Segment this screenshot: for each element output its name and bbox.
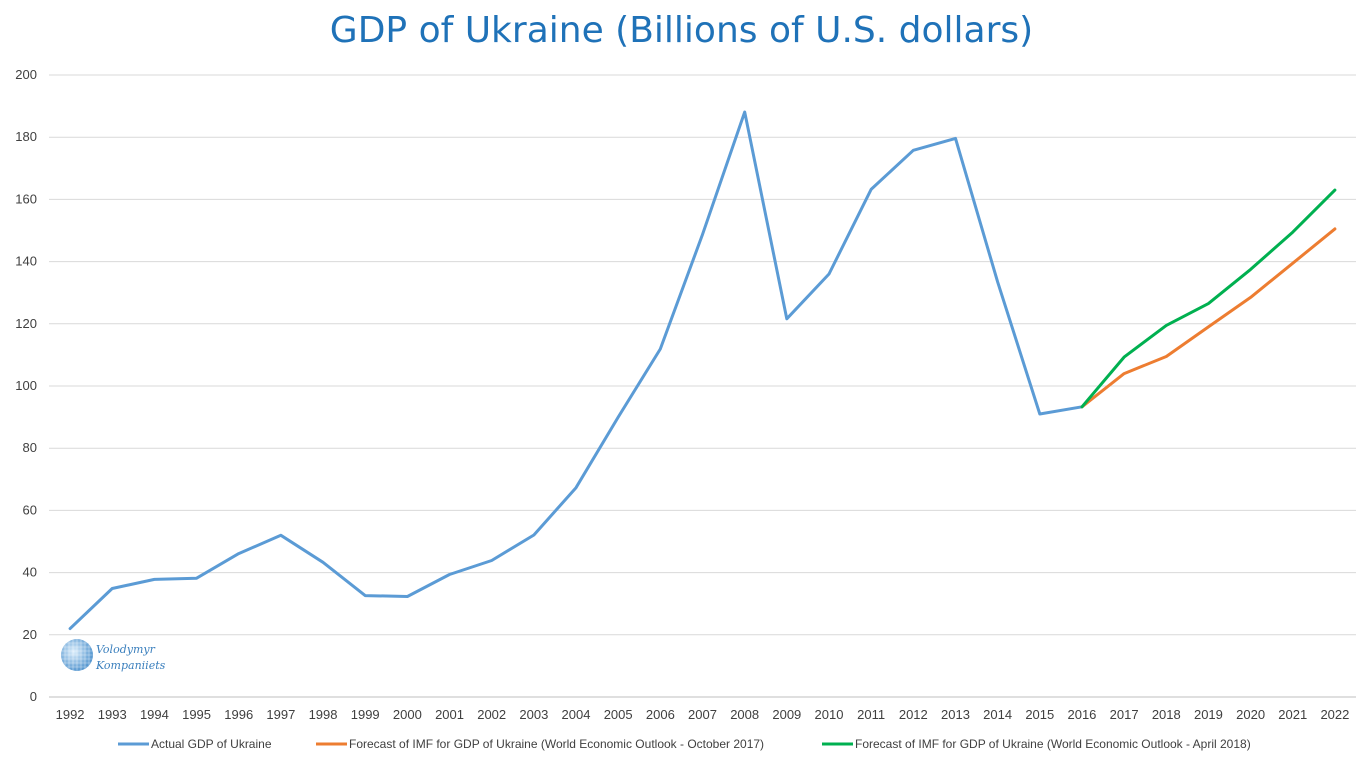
x-tick-label: 2005 [604, 707, 633, 722]
x-tick-label: 2016 [1067, 707, 1096, 722]
x-tick-label: 2015 [1025, 707, 1054, 722]
series-line-2 [1080, 227, 1337, 409]
legend-entry: Actual GDP of Ukraine [151, 737, 272, 751]
x-tick-label: 2004 [562, 707, 591, 722]
y-tick-label: 180 [15, 129, 37, 144]
x-tick-label: 2006 [646, 707, 675, 722]
axes: 0 20 40 60 80 100 120 140 160 180 200 1992 1993 1994 1… [15, 67, 1349, 722]
watermark-logo: Volodymyr Kompaniiets [61, 639, 166, 672]
x-tick-label: 2022 [1320, 707, 1349, 722]
x-tick-label: 2019 [1194, 707, 1223, 722]
x-tick-label: 2020 [1236, 707, 1265, 722]
x-tick-label: 1999 [351, 707, 380, 722]
y-tick-label: 100 [15, 378, 37, 393]
watermark-text: Kompaniiets [95, 659, 166, 672]
x-tick-label: 2003 [519, 707, 548, 722]
legend-entry: Forecast of IMF for GDP of Ukraine (Worl… [349, 737, 764, 751]
series-layer [68, 110, 1337, 631]
x-tick-label: 2017 [1110, 707, 1139, 722]
x-tick-label: 2021 [1278, 707, 1307, 722]
x-tick-label: 2012 [899, 707, 928, 722]
y-tick-label: 60 [23, 502, 37, 517]
x-tick-label: 1993 [98, 707, 127, 722]
x-tick-label: 2010 [815, 707, 844, 722]
x-tick-label: 2008 [730, 707, 759, 722]
x-tick-label: 2007 [688, 707, 717, 722]
y-tick-label: 80 [23, 440, 37, 455]
x-tick-label: 1997 [266, 707, 295, 722]
x-tick-label: 1996 [224, 707, 253, 722]
x-tick-label: 1995 [182, 707, 211, 722]
y-tick-label: 0 [30, 689, 37, 704]
x-tick-label: 2002 [477, 707, 506, 722]
gridlines [49, 74, 1356, 698]
x-tick-label: 2013 [941, 707, 970, 722]
x-tick-label: 2001 [435, 707, 464, 722]
x-tick-label: 2009 [772, 707, 801, 722]
x-tick-label: 1992 [56, 707, 85, 722]
series-line-3 [1080, 188, 1337, 409]
watermark-text: Volodymyr [96, 643, 156, 656]
chart-title: GDP of Ukraine (Billions of U.S. dollars… [329, 10, 1034, 51]
y-tick-label: 140 [15, 254, 37, 269]
x-tick-label: 2018 [1152, 707, 1181, 722]
x-tick-label: 2014 [983, 707, 1012, 722]
y-tick-label: 120 [15, 316, 37, 331]
x-tick-label: 1994 [140, 707, 169, 722]
y-tick-label: 200 [15, 67, 37, 82]
y-tick-label: 160 [15, 191, 37, 206]
legend-entry: Forecast of IMF for GDP of Ukraine (Worl… [855, 737, 1251, 751]
y-tick-label: 40 [23, 565, 37, 580]
legend: Actual GDP of Ukraine Forecast of IMF for… [118, 737, 1251, 751]
series-line-1 [68, 110, 1084, 631]
y-tick-label: 20 [23, 627, 37, 642]
x-tick-label: 1998 [309, 707, 338, 722]
x-tick-label: 2000 [393, 707, 422, 722]
x-tick-label: 2011 [857, 707, 885, 722]
